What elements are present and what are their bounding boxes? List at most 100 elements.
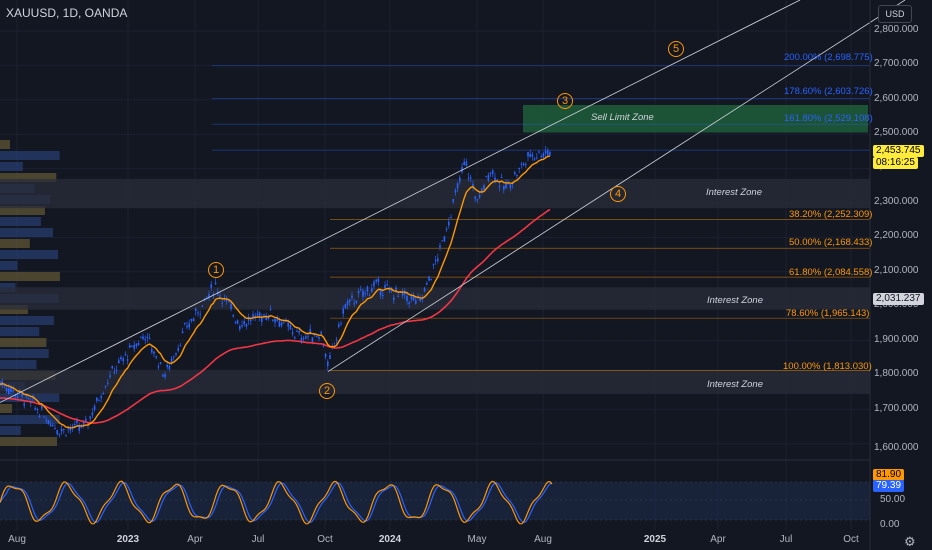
candle-body	[459, 177, 461, 182]
channel-upper-line	[0, 0, 801, 403]
candle-body	[485, 176, 487, 178]
candle-body	[549, 152, 551, 156]
candle-body	[104, 385, 107, 387]
time-axis-label: 2025	[643, 534, 667, 545]
candle-body	[25, 395, 28, 397]
candle-body	[327, 361, 329, 367]
candle-body	[320, 331, 322, 334]
candle-body	[454, 190, 457, 193]
candle-body	[65, 435, 67, 437]
candle-body	[533, 158, 536, 160]
candle-body	[212, 294, 215, 296]
candle-body	[102, 393, 105, 395]
candle-body	[540, 155, 542, 157]
candle-body	[463, 161, 465, 166]
candle-body	[159, 362, 162, 364]
candle-body	[113, 372, 116, 374]
candle-body	[492, 170, 494, 174]
candle-body	[195, 308, 197, 311]
candle-body	[115, 369, 118, 371]
candle-body	[357, 291, 360, 294]
candle-body	[225, 299, 228, 302]
candle-body	[263, 314, 265, 316]
candle-body	[470, 177, 472, 179]
candle-body	[338, 324, 340, 328]
candle-body	[122, 358, 124, 362]
candle-body	[368, 295, 371, 297]
candle-body	[8, 388, 10, 395]
candle-body	[421, 298, 424, 300]
time-axis-label: Aug	[534, 534, 552, 545]
candle-body	[243, 321, 245, 325]
candle-body	[78, 425, 80, 431]
candle-body	[82, 421, 85, 426]
candle-body	[450, 217, 452, 219]
candle-body	[111, 365, 113, 369]
candle-body	[529, 153, 531, 158]
candle-body	[208, 294, 210, 298]
candle-body	[58, 433, 61, 435]
symbol-title[interactable]: XAUUSD, 1D, OANDA	[6, 6, 128, 20]
candle-body	[419, 298, 421, 302]
candle-body	[280, 322, 283, 326]
candle-body	[362, 290, 364, 297]
wave-label-5: 5	[668, 41, 684, 57]
candle-body	[366, 286, 369, 292]
candle-body	[498, 186, 501, 188]
candle-body	[364, 293, 366, 295]
candle-body	[426, 283, 428, 285]
wave-label-1: 1	[208, 262, 224, 278]
candle-body	[415, 300, 417, 304]
candle-body	[155, 356, 157, 358]
candle-body	[487, 174, 490, 181]
candle-body	[445, 228, 448, 230]
candle-body	[137, 343, 140, 345]
oscillator-k-tag: 81.90	[873, 469, 905, 481]
candle-body	[16, 396, 19, 399]
price-axis-label: 2,200.000	[874, 230, 919, 241]
candle-body	[184, 323, 186, 325]
candle-body	[49, 424, 52, 427]
candle-body	[3, 385, 6, 387]
price-axis-label: 2,300.000	[874, 196, 919, 207]
candle-body	[250, 320, 252, 322]
candle-body	[349, 299, 351, 302]
candle-body	[547, 150, 549, 156]
volume-bar	[0, 206, 45, 215]
countdown-tag: 08:16:25	[873, 157, 918, 169]
wave-label-2: 2	[319, 383, 335, 399]
volume-bar	[0, 250, 59, 259]
candle-body	[335, 339, 338, 341]
time-axis-label: Oct	[843, 534, 859, 545]
candle-body	[91, 412, 94, 416]
candle-body	[346, 300, 349, 305]
candle-body	[118, 360, 120, 364]
candle-body	[140, 336, 142, 338]
candle-body	[247, 317, 250, 321]
volume-bar	[0, 239, 30, 248]
interest-zone-3	[0, 369, 870, 394]
channel-lower-line	[327, 0, 906, 372]
currency-button[interactable]: USD	[878, 5, 912, 23]
candle-body	[318, 337, 320, 339]
candle-body	[377, 278, 380, 283]
candle-body	[135, 343, 138, 347]
candle-body	[311, 337, 314, 343]
candle-body	[34, 407, 36, 410]
candle-body	[516, 174, 518, 177]
settings-gear-icon[interactable]: ⚙	[904, 534, 916, 549]
crosshair-price-tag: 2,031.237	[873, 293, 924, 305]
candle-body	[294, 337, 296, 339]
candle-body	[452, 199, 454, 202]
candle-body	[324, 353, 327, 358]
fib-label-78: 78.60% (1,965.143)	[786, 308, 870, 319]
oscillator-axis-50: 50.00	[880, 494, 906, 505]
candle-body	[342, 308, 344, 314]
time-axis-label: Aug	[8, 534, 26, 545]
volume-bar	[0, 338, 47, 347]
candle-body	[437, 258, 439, 262]
volume-bar	[0, 393, 60, 402]
candle-body	[124, 354, 127, 356]
candle-body	[503, 185, 505, 190]
